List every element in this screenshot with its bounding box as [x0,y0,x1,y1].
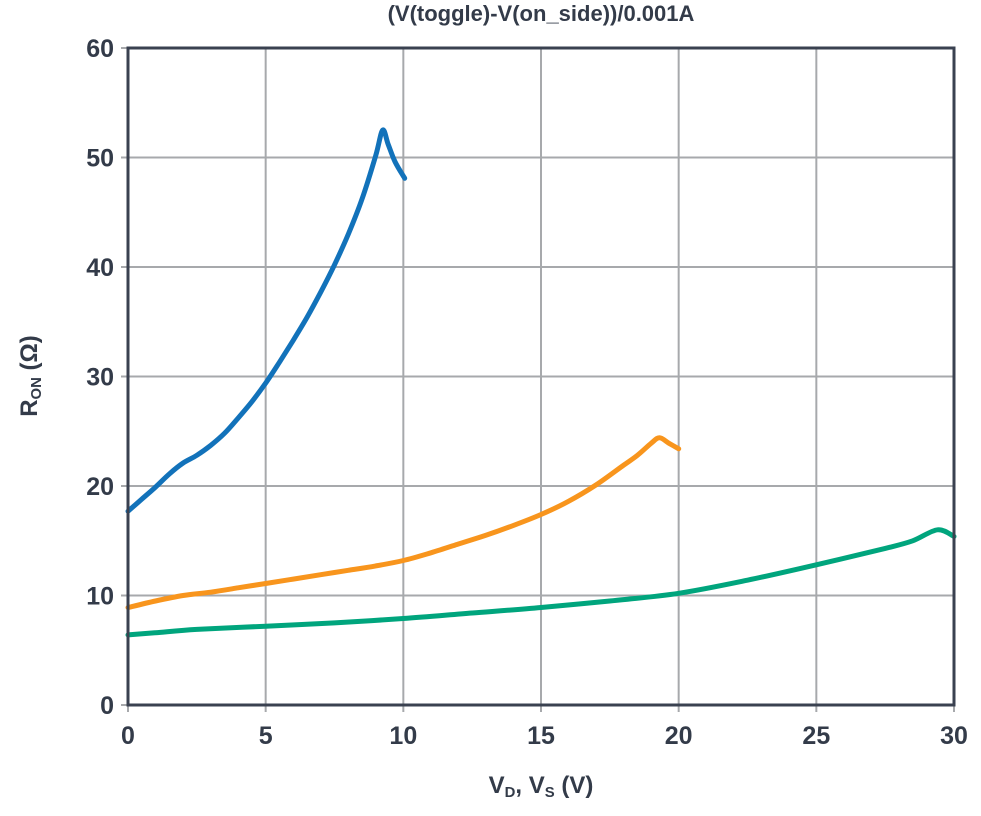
x-tick-label: 0 [121,722,135,750]
y-tick-label: 30 [86,364,114,392]
x-tick-label: 20 [665,722,693,750]
y-tick-label: 40 [86,254,114,282]
series-orange-line [125,435,682,610]
x-axis-label-sub1: D [504,785,516,802]
x-tick-label: 10 [389,722,417,750]
series-blue-line [125,127,408,514]
y-axis-label-subscript: ON [29,377,46,400]
series-green-line [125,527,957,638]
x-tick-label: 25 [802,722,830,750]
chart-title: (V(toggle)-V(on_side))/0.001A [387,1,695,26]
x-tick-label: 15 [527,722,555,750]
y-tick-label: 60 [86,35,114,63]
x-tick-label: 5 [259,722,273,750]
y-tick-label: 10 [86,583,114,611]
x-axis-label-v2: V [528,772,545,799]
y-tick-label: 20 [86,473,114,501]
y-tick-label: 50 [86,145,114,173]
y-axis-label-base: R [16,399,43,417]
plot-border [126,46,956,707]
x-axis-label: VD, VS (V) [128,772,954,802]
y-tick-label: 0 [100,692,114,720]
x-axis-label-sep: , [515,772,529,799]
y-axis-label: RON (Ω) [16,335,46,417]
x-axis-label-sub2: S [544,785,555,802]
x-axis-label-unit: (V) [554,772,594,799]
x-tick-label: 30 [940,722,968,750]
x-axis-label-v1: V [488,772,505,799]
y-axis-label-unit: (Ω) [16,335,43,378]
